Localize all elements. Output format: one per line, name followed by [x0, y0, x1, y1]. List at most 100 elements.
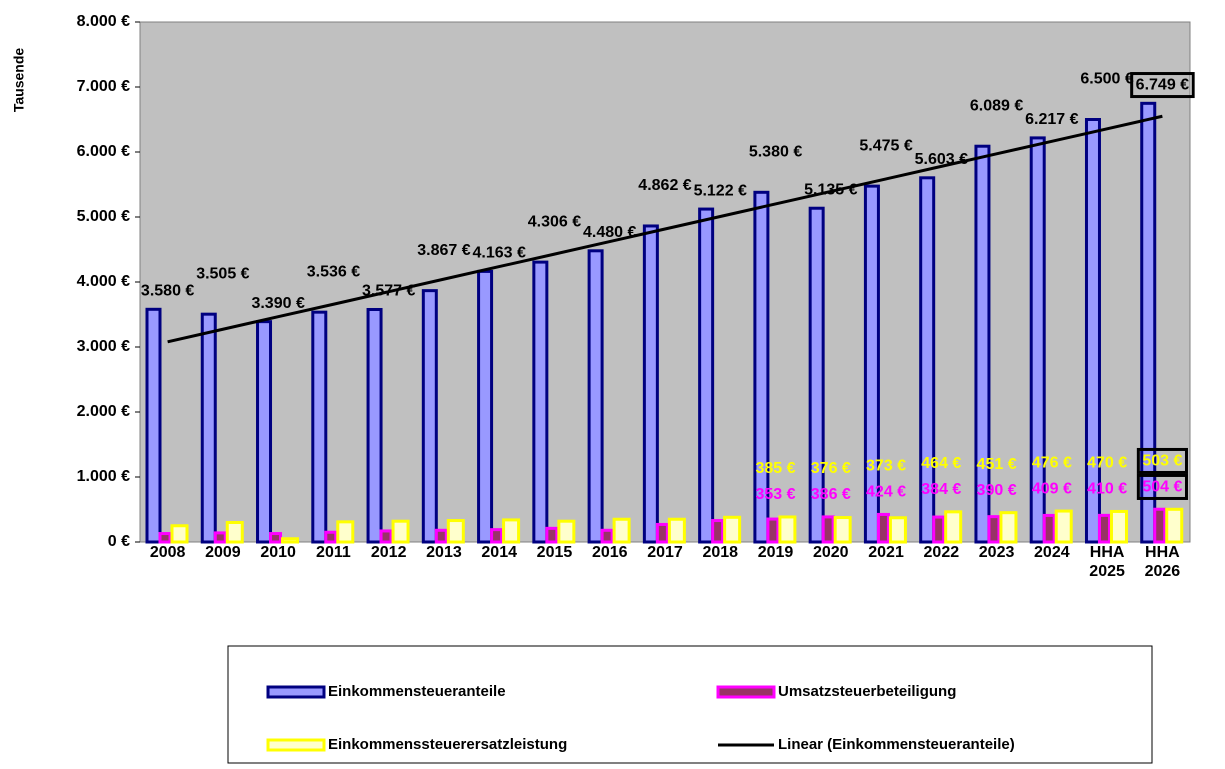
- data-label: 3.867 €: [417, 242, 470, 259]
- bar: [256, 320, 273, 544]
- data-label: 4.480 €: [583, 224, 636, 241]
- x-tick-label: HHA 2026: [1145, 544, 1181, 580]
- data-label: 3.580 €: [141, 283, 194, 300]
- data-label: 6.500 €: [1080, 71, 1133, 88]
- bar: [477, 269, 494, 544]
- data-label: 6.749 €: [1136, 77, 1189, 94]
- bar: [269, 532, 283, 544]
- bar: [1042, 513, 1056, 544]
- bar: [808, 206, 825, 544]
- y-tick-label: 4.000 €: [77, 273, 130, 290]
- bar: [281, 537, 300, 544]
- data-label: 5.135 €: [804, 181, 857, 198]
- data-label: 5.380 €: [749, 144, 802, 161]
- x-tick-label: 2021: [868, 544, 904, 561]
- legend-swatch: [716, 685, 776, 699]
- bar: [170, 524, 189, 544]
- bar: [932, 515, 946, 544]
- legend-swatch: [266, 685, 326, 699]
- bar: [821, 515, 835, 544]
- data-label: 4.306 €: [528, 213, 581, 230]
- bar: [711, 519, 725, 544]
- label-box: [1136, 447, 1188, 474]
- bar: [876, 512, 890, 544]
- bar: [213, 531, 227, 544]
- y-axis-label: Tausende: [11, 48, 27, 113]
- bar: [766, 517, 780, 544]
- y-tick-label: 0 €: [108, 533, 130, 550]
- bar: [1084, 118, 1101, 544]
- data-label: 424 €: [866, 484, 906, 501]
- data-label: 4.862 €: [638, 177, 691, 194]
- y-tick-label: 2.000 €: [77, 403, 130, 420]
- bar: [379, 529, 393, 544]
- data-label: 4.163 €: [473, 245, 526, 262]
- label-box: [1130, 72, 1195, 99]
- bar: [612, 517, 631, 544]
- y-tick-label: 5.000 €: [77, 208, 130, 225]
- x-tick-label: 2020: [813, 544, 849, 561]
- data-label: 390 €: [977, 482, 1017, 499]
- data-label: 5.475 €: [859, 137, 912, 154]
- bar: [888, 516, 907, 544]
- bar: [532, 260, 549, 544]
- y-tick-label: 6.000 €: [77, 143, 130, 160]
- data-label: 6.089 €: [970, 97, 1023, 114]
- bar: [833, 516, 852, 544]
- data-label: 464 €: [921, 455, 961, 472]
- data-label: 386 €: [811, 486, 851, 503]
- bar: [600, 528, 614, 544]
- x-tick-label: 2023: [979, 544, 1015, 561]
- y-tick-label: 1.000 €: [77, 468, 130, 485]
- bar: [311, 310, 328, 544]
- bar: [366, 307, 383, 544]
- bar: [446, 519, 465, 544]
- bar: [145, 307, 162, 544]
- bar: [434, 528, 448, 544]
- x-tick-label: 2014: [481, 544, 517, 561]
- data-label: 451 €: [977, 456, 1017, 473]
- bar: [698, 207, 715, 544]
- legend-box: [227, 645, 1153, 764]
- legend-label: Einkommenssteuerersatzleistung: [328, 736, 567, 753]
- bar: [1054, 509, 1073, 544]
- bar: [200, 312, 217, 544]
- y-tick-label: 8.000 €: [77, 13, 130, 30]
- bar: [158, 532, 172, 544]
- data-label: 384 €: [921, 481, 961, 498]
- bar: [863, 184, 880, 544]
- x-tick-label: 2012: [371, 544, 407, 561]
- x-tick-label: 2019: [758, 544, 794, 561]
- x-tick-label: HHA 2025: [1089, 544, 1125, 580]
- data-label: 504 €: [1142, 478, 1182, 495]
- data-label: 470 €: [1087, 455, 1127, 472]
- x-tick-label: 2017: [647, 544, 683, 561]
- trend-line: [167, 114, 1163, 344]
- legend-label: Linear (Einkommensteueranteile): [778, 736, 1015, 753]
- bar: [1029, 136, 1046, 544]
- data-label: 476 €: [1032, 454, 1072, 471]
- x-tick-label: 2022: [924, 544, 960, 561]
- bar: [1153, 507, 1167, 544]
- bar: [421, 289, 438, 544]
- x-tick-label: 2013: [426, 544, 462, 561]
- x-tick-label: 2009: [205, 544, 241, 561]
- data-label: 376 €: [811, 460, 851, 477]
- bar: [778, 515, 797, 544]
- bar: [655, 522, 669, 544]
- legend-swatch: [266, 738, 326, 752]
- bar: [490, 528, 504, 544]
- bar: [1165, 507, 1184, 544]
- data-label: 410 €: [1087, 481, 1127, 498]
- x-tick-label: 2011: [316, 544, 351, 561]
- bar: [999, 511, 1018, 544]
- y-tick-label: 7.000 €: [77, 78, 130, 95]
- data-label: 3.505 €: [196, 265, 249, 282]
- data-label: 6.217 €: [1025, 111, 1078, 128]
- x-tick-label: 2024: [1034, 544, 1070, 561]
- bar: [667, 517, 686, 544]
- bar: [545, 526, 559, 544]
- x-tick-label: 2018: [702, 544, 738, 561]
- bar: [336, 520, 355, 544]
- bar: [225, 521, 244, 544]
